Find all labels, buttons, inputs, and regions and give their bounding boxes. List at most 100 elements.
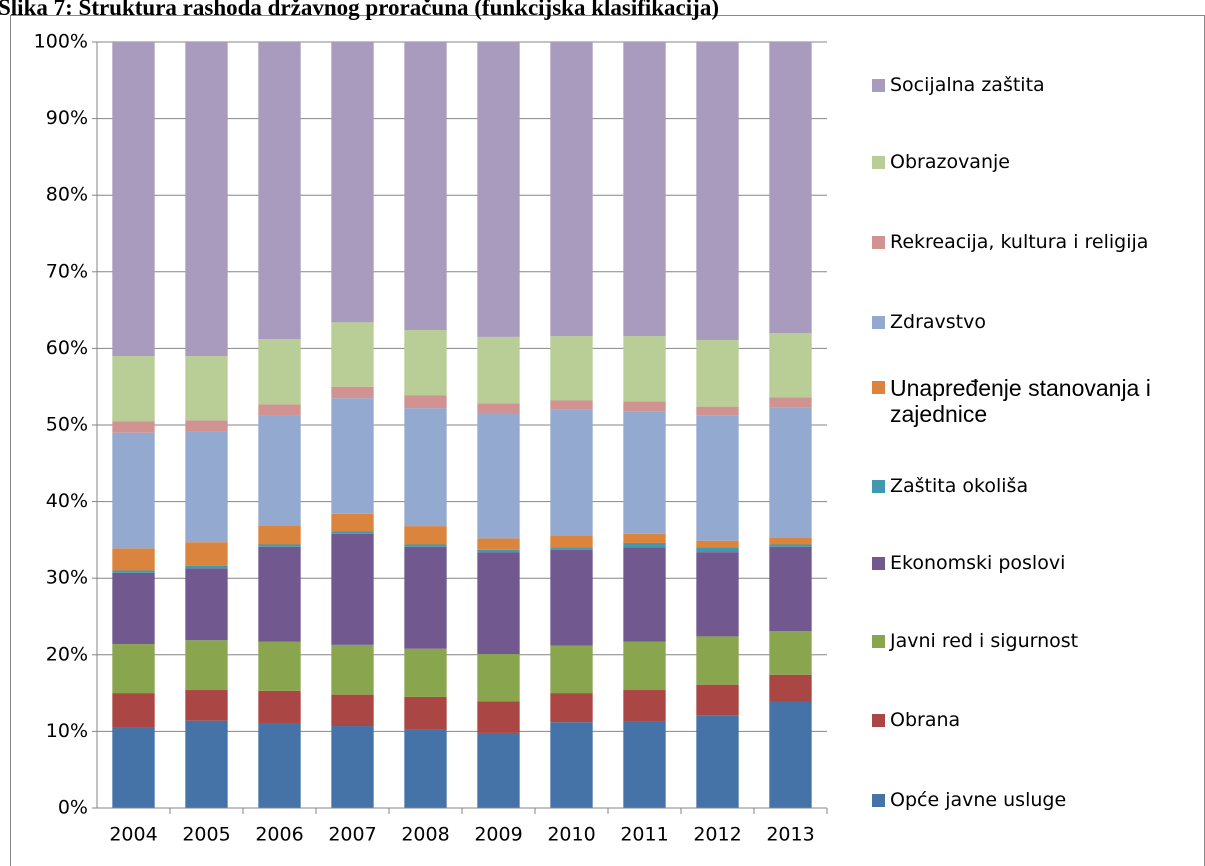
y-tick-label: 20% <box>46 643 88 665</box>
bar-segment <box>623 690 666 722</box>
bar-segment <box>769 333 812 398</box>
bar-segment <box>404 408 447 527</box>
bar-segment <box>331 513 374 532</box>
legend-label: Zaštita okoliša <box>890 475 1029 497</box>
bar-segment <box>550 549 593 646</box>
bar-segment <box>769 544 812 547</box>
bar-segment <box>623 547 666 642</box>
bar-segment <box>769 42 812 334</box>
bar-segment <box>331 398 374 514</box>
bar-segment <box>477 732 520 808</box>
legend-label: Ekonomski poslovi <box>890 552 1066 574</box>
bar-segment <box>696 339 739 407</box>
bar-segment <box>258 404 301 416</box>
legend-entry: Unapređenje stanovanja i zajednice <box>872 375 1202 427</box>
bar-segment <box>404 544 447 547</box>
legend-entry: Javni red i sigurnost <box>872 629 1202 653</box>
bar-segment <box>112 548 155 571</box>
bar-segment <box>477 42 520 337</box>
bar-segment <box>112 727 155 808</box>
bar-segment <box>696 684 739 716</box>
bar-segment <box>331 533 374 645</box>
bar-segment <box>258 546 301 642</box>
bar-segment <box>623 411 666 534</box>
bar-segment <box>623 533 666 543</box>
bar-segment <box>550 547 593 550</box>
bar-segment <box>185 690 228 721</box>
bar-segment <box>258 690 301 723</box>
bar-segment <box>185 565 228 569</box>
bar-segment <box>550 336 593 401</box>
bar-segment <box>769 631 812 675</box>
legend-label: Socijalna zaštita <box>890 74 1045 96</box>
bar-segment <box>185 42 228 357</box>
legend-entry: Zdravstvo <box>872 310 1202 334</box>
bar-segment <box>477 701 520 733</box>
x-tick-label: 2009 <box>474 824 522 846</box>
bar-segment <box>404 42 447 331</box>
x-tick-label: 2012 <box>693 824 741 846</box>
bar-segment <box>112 693 155 728</box>
legend-label: Zdravstvo <box>890 311 986 333</box>
bar-segment <box>696 552 739 637</box>
legend-entry: Obrazovanje <box>872 150 1202 174</box>
bar-segment <box>477 403 520 414</box>
bar-segment <box>550 42 593 337</box>
bar-segment <box>769 397 812 408</box>
bar-segment <box>623 641 666 691</box>
bar-segment <box>185 420 228 432</box>
bar-segment <box>550 693 593 723</box>
legend-entry: Obrana <box>872 708 1202 732</box>
legend-label: Opće javne usluge <box>890 789 1067 811</box>
x-tick-label: 2004 <box>109 824 157 846</box>
bar-segment <box>331 726 374 808</box>
bar-segment <box>112 421 155 433</box>
bar-segment <box>112 432 155 549</box>
legend-entry: Socijalna zaštita <box>872 73 1202 97</box>
bar-segment <box>112 644 155 694</box>
legend-swatch <box>872 480 885 493</box>
legend-swatch <box>872 79 885 92</box>
legend-entry: Rekreacija, kultura i religija <box>872 230 1202 254</box>
bar-segment <box>404 729 447 808</box>
bar-segment <box>696 42 739 340</box>
bar-segment <box>331 386 374 399</box>
bar-segment <box>696 547 739 553</box>
bar-segment <box>112 356 155 422</box>
bar-segment <box>477 654 520 702</box>
bar-segment <box>477 538 520 550</box>
bar-segment <box>696 636 739 685</box>
legend-entry: Ekonomski poslovi <box>872 551 1202 575</box>
y-tick-label: 10% <box>46 720 88 742</box>
legend-label: Rekreacija, kultura i religija <box>890 231 1149 253</box>
bar-segment <box>404 395 447 409</box>
y-tick-label: 50% <box>46 414 88 436</box>
bar-segment <box>404 696 447 730</box>
bar-segment <box>696 406 739 416</box>
bar-segment <box>769 546 812 632</box>
x-tick-label: 2006 <box>255 824 303 846</box>
legend-label: Javni red i sigurnost <box>890 630 1079 652</box>
bar-segment <box>477 413 520 539</box>
legend-label: Obrazovanje <box>890 151 1010 173</box>
bar-segment <box>550 400 593 410</box>
bar-segment <box>331 644 374 695</box>
bar-segment <box>769 537 812 545</box>
bar-segment <box>404 330 447 396</box>
bar-segment <box>477 552 520 655</box>
bar-segment <box>185 568 228 641</box>
bar-segment <box>331 531 374 534</box>
y-tick-label: 0% <box>58 797 88 819</box>
bar-segment <box>623 721 666 808</box>
bar-segment <box>185 431 228 543</box>
legend-label: Unapređenje stanovanja i zajednice <box>890 375 1151 427</box>
x-tick-label: 2011 <box>620 824 668 846</box>
x-tick-label: 2005 <box>182 824 230 846</box>
legend-swatch <box>872 236 885 249</box>
bar-segment <box>404 546 447 649</box>
legend-swatch <box>872 381 885 394</box>
y-tick-label: 80% <box>46 184 88 206</box>
bar-segment <box>696 415 739 541</box>
bar-segment <box>258 722 301 808</box>
